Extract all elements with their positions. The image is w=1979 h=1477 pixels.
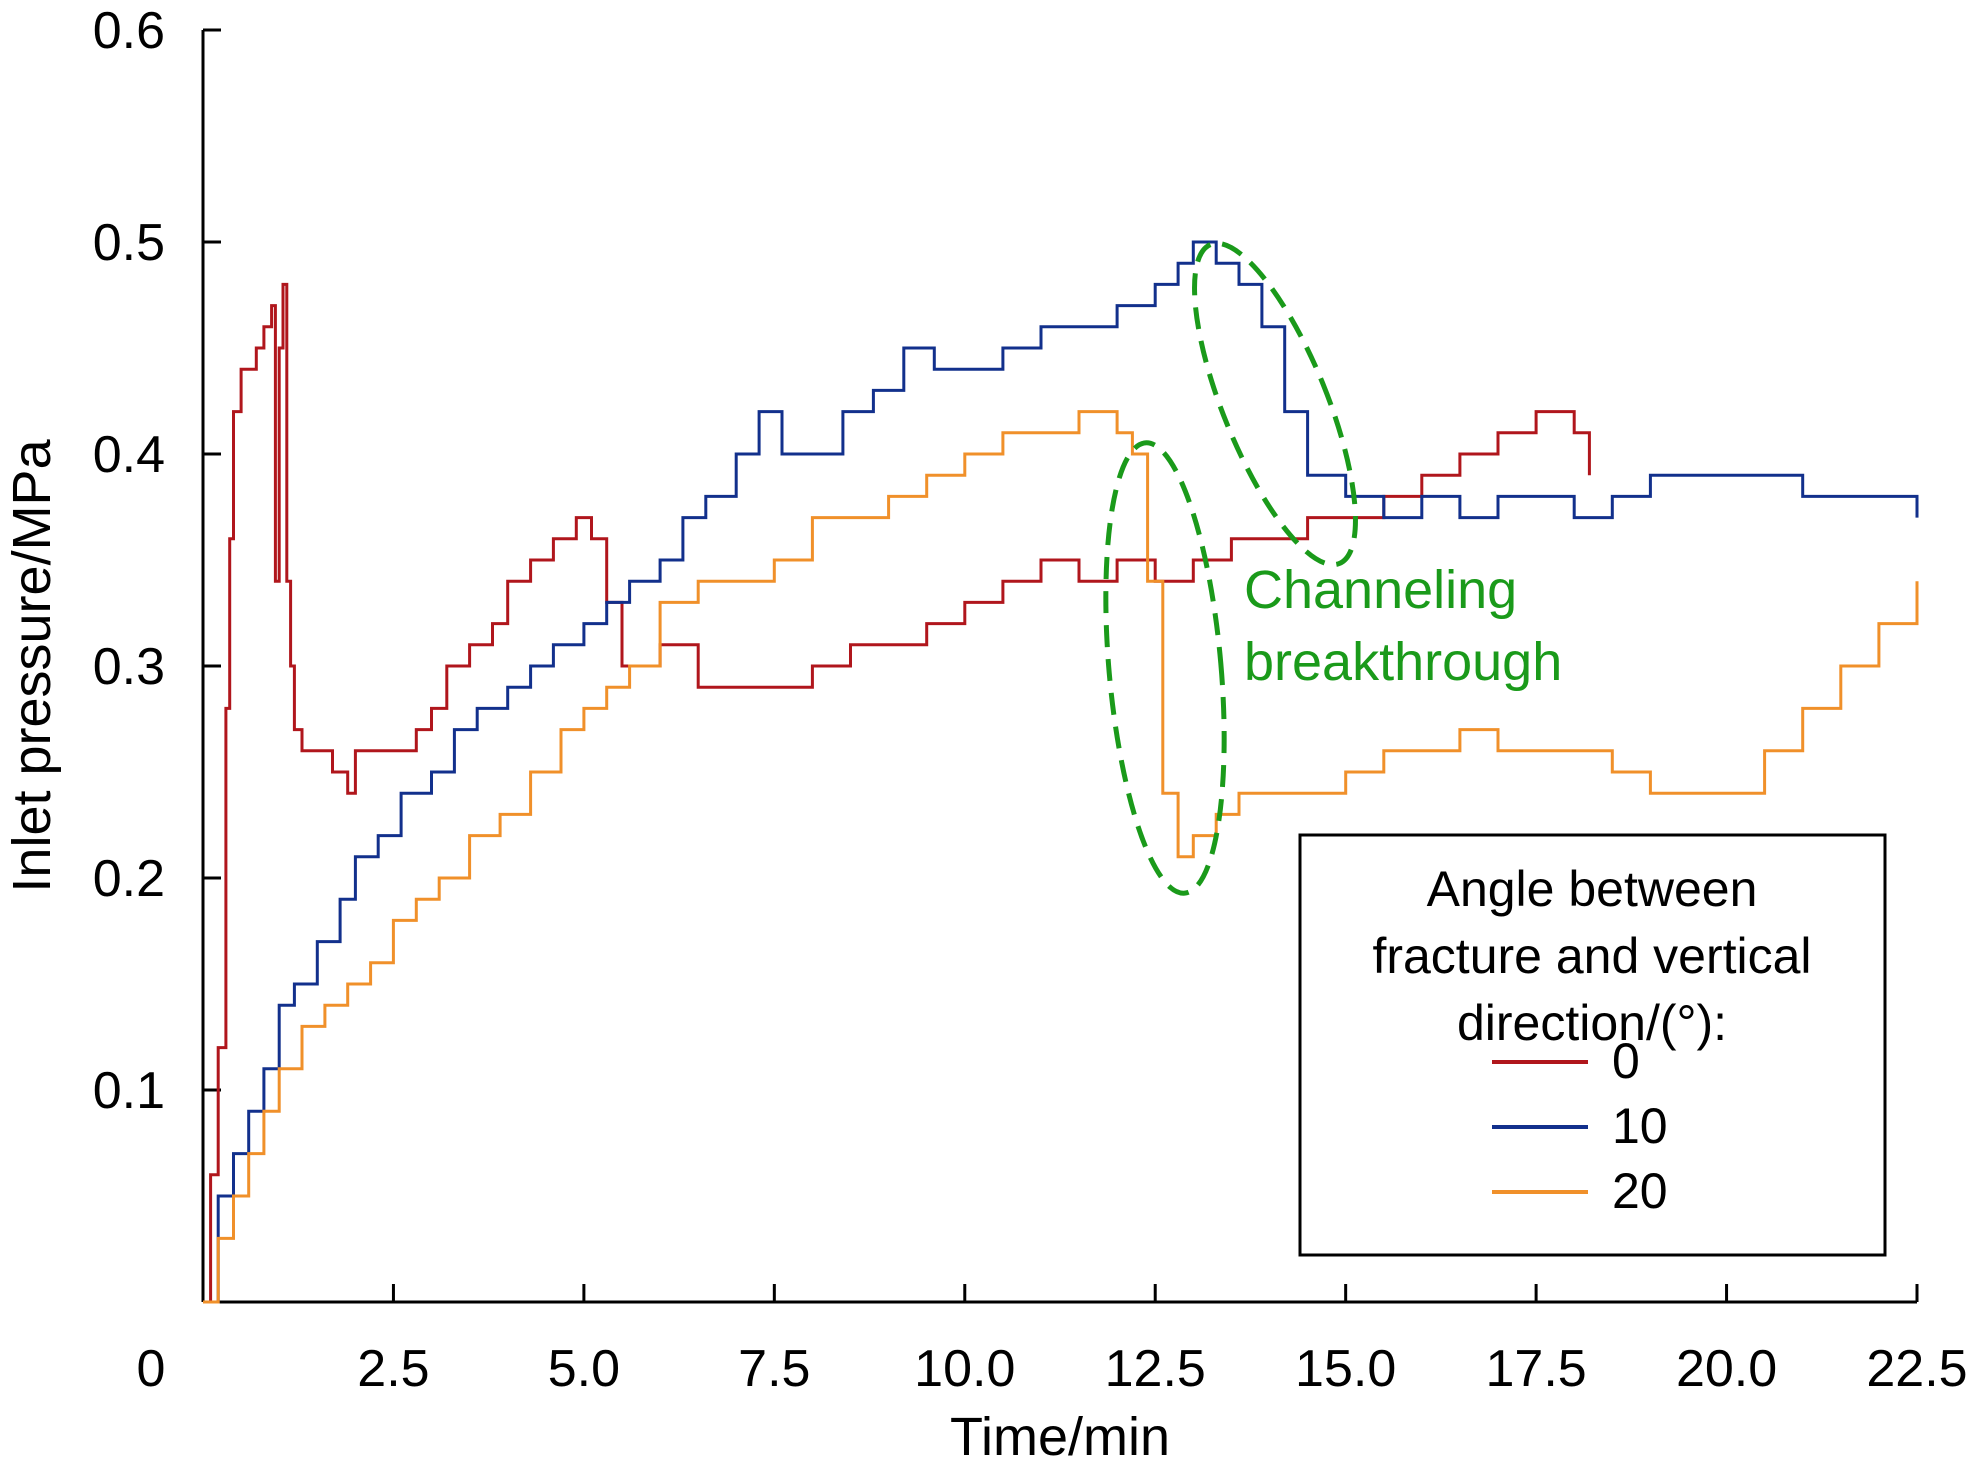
legend-label-20: 20 (1612, 1163, 1668, 1219)
series-layer (203, 240, 1919, 1304)
x-axis-title: Time/min (950, 1407, 1170, 1467)
annotation-line-2: breakthrough (1244, 632, 1562, 692)
series-line-20 (203, 410, 1919, 1304)
y-tick-label: 0.4 (93, 426, 165, 484)
y-tick-label: 0.6 (93, 2, 165, 60)
x-tick-label: 10.0 (914, 1340, 1015, 1398)
y-tick-label: 0.2 (93, 850, 165, 908)
x-tick-label: 5.0 (548, 1340, 620, 1398)
annotation-ellipse-blue (1192, 240, 1358, 568)
legend-label-0: 0 (1612, 1033, 1640, 1089)
x-tick-label: 22.5 (1866, 1340, 1967, 1398)
y-tick-label: 0.5 (93, 214, 165, 272)
legend: Angle between fracture and vertical dire… (1298, 833, 1887, 1257)
x-tick-label: 0 (137, 1340, 166, 1398)
channeling-annotation: Channeling breakthrough (1103, 240, 1562, 896)
legend-box (1298, 833, 1887, 1257)
annotation-line-1: Channeling (1244, 560, 1517, 620)
x-tick-label: 7.5 (738, 1340, 810, 1398)
legend-label-10: 10 (1612, 1098, 1668, 1154)
annotation-ellipse-orange (1103, 440, 1227, 896)
x-tick-label: 15.0 (1295, 1340, 1396, 1398)
y-ticks: 0.1 0.2 0.3 0.4 0.5 0.6 (93, 2, 221, 1120)
x-tick-label: 2.5 (357, 1340, 429, 1398)
y-tick-label: 0.1 (93, 1062, 165, 1120)
y-tick-label: 0.3 (93, 638, 165, 696)
x-tick-label: 17.5 (1486, 1340, 1587, 1398)
x-ticks: 0 2.5 5.0 7.5 10.0 12.5 15.0 17.5 20.0 22.5 (137, 1284, 1968, 1398)
legend-title-line-2: fracture and vertical (1372, 928, 1811, 984)
legend-entries: 0 10 20 (1492, 1033, 1668, 1219)
series-line-0 (203, 282, 1591, 1304)
x-tick-label: 12.5 (1105, 1340, 1206, 1398)
legend-title-line-3: direction/(°): (1457, 995, 1727, 1051)
y-axis-title: Inlet pressure/MPa (2, 438, 62, 892)
series-line-10 (203, 240, 1919, 1304)
x-tick-label: 20.0 (1676, 1340, 1777, 1398)
legend-title-line-1: Angle between (1427, 861, 1758, 917)
